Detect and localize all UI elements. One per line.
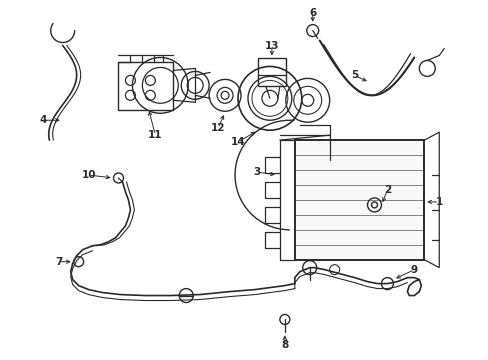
- Text: 1: 1: [435, 197, 442, 207]
- Text: 12: 12: [210, 123, 225, 133]
- Text: 11: 11: [148, 130, 163, 140]
- Text: 2: 2: [383, 185, 390, 195]
- Bar: [294, 140, 424, 260]
- Text: 4: 4: [39, 115, 46, 125]
- Text: 5: 5: [350, 71, 358, 80]
- Text: 3: 3: [253, 167, 260, 177]
- Text: 10: 10: [81, 170, 96, 180]
- Text: 8: 8: [281, 340, 288, 350]
- Text: 14: 14: [230, 137, 245, 147]
- Bar: [258, 58, 285, 86]
- Text: 7: 7: [55, 257, 62, 267]
- Bar: [294, 140, 424, 260]
- Text: 6: 6: [308, 8, 316, 18]
- Text: 9: 9: [410, 265, 417, 275]
- Text: 13: 13: [264, 41, 279, 50]
- Bar: [118, 62, 173, 110]
